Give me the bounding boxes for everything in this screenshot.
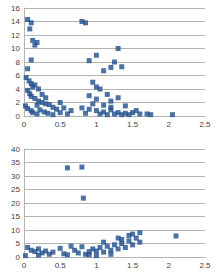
svg-text:6: 6 bbox=[16, 71, 21, 80]
svg-text:1.5: 1.5 bbox=[127, 120, 139, 129]
svg-text:0.5: 0.5 bbox=[55, 261, 67, 270]
svg-text:1.5: 1.5 bbox=[127, 261, 139, 270]
svg-text:10: 10 bbox=[11, 226, 20, 235]
svg-text:2.5: 2.5 bbox=[199, 120, 211, 129]
svg-text:4: 4 bbox=[16, 85, 21, 94]
svg-text:14: 14 bbox=[11, 17, 20, 26]
svg-text:2: 2 bbox=[167, 120, 172, 129]
svg-text:1: 1 bbox=[94, 120, 99, 129]
svg-text:12: 12 bbox=[11, 31, 20, 40]
svg-text:30: 30 bbox=[11, 172, 20, 181]
svg-text:2: 2 bbox=[167, 261, 172, 270]
svg-text:0: 0 bbox=[16, 112, 21, 121]
svg-text:2: 2 bbox=[16, 98, 21, 107]
svg-text:1: 1 bbox=[94, 261, 99, 270]
svg-text:10: 10 bbox=[11, 44, 20, 53]
svg-text:5: 5 bbox=[16, 239, 21, 248]
svg-text:0.5: 0.5 bbox=[55, 120, 67, 129]
svg-text:15: 15 bbox=[11, 212, 20, 221]
svg-text:25: 25 bbox=[11, 185, 20, 194]
svg-text:8: 8 bbox=[16, 58, 21, 67]
svg-text:0: 0 bbox=[22, 120, 27, 129]
svg-text:2.5: 2.5 bbox=[199, 261, 211, 270]
svg-text:16: 16 bbox=[11, 4, 20, 13]
svg-text:0: 0 bbox=[16, 253, 21, 262]
svg-text:0: 0 bbox=[22, 261, 27, 270]
svg-text:20: 20 bbox=[11, 199, 20, 208]
svg-text:40: 40 bbox=[11, 145, 20, 154]
svg-text:35: 35 bbox=[11, 158, 20, 167]
